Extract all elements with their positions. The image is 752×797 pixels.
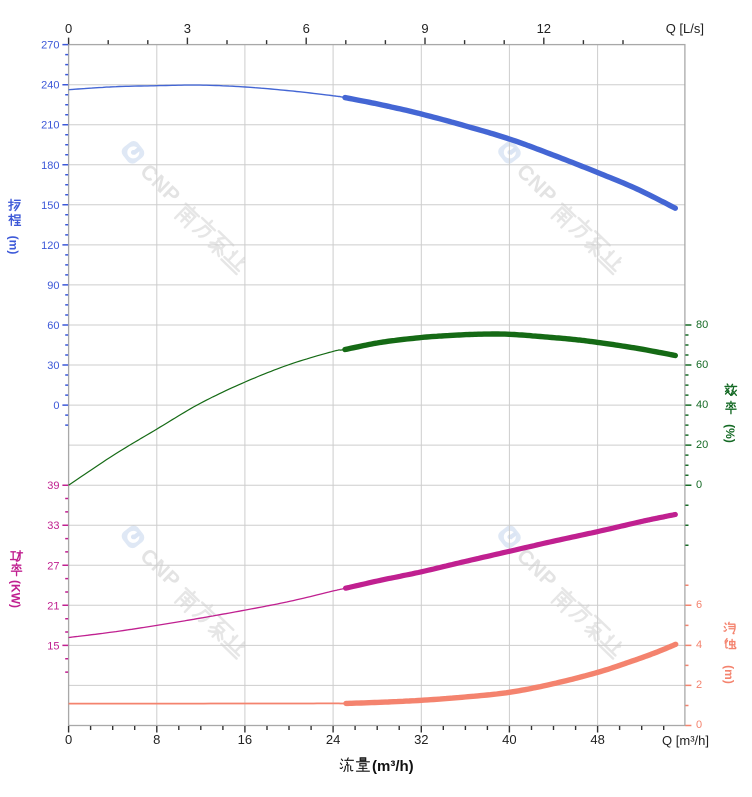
svg-text:16: 16 (238, 732, 252, 747)
svg-text:Q [L/s]: Q [L/s] (666, 21, 704, 36)
svg-text:210: 210 (41, 120, 59, 132)
svg-text:Q [m³/h]: Q [m³/h] (662, 733, 709, 748)
svg-text:6: 6 (303, 21, 310, 36)
svg-text:8: 8 (153, 732, 160, 747)
svg-text:3: 3 (184, 21, 191, 36)
svg-text:40: 40 (502, 732, 516, 747)
svg-text:2: 2 (696, 679, 702, 691)
svg-text:60: 60 (47, 320, 59, 332)
svg-text:60: 60 (696, 359, 708, 371)
svg-text:39: 39 (47, 480, 59, 492)
svg-text:48: 48 (590, 732, 604, 747)
svg-text:270: 270 (41, 40, 59, 52)
svg-text:21: 21 (47, 600, 59, 612)
svg-text:80: 80 (696, 319, 708, 331)
svg-text:150: 150 (41, 200, 59, 212)
svg-text:90: 90 (47, 280, 59, 292)
svg-text:180: 180 (41, 160, 59, 172)
svg-text:(%): (%) (723, 424, 737, 443)
svg-text:6: 6 (696, 599, 702, 611)
svg-text:12: 12 (537, 21, 551, 36)
svg-text:15: 15 (47, 640, 59, 652)
svg-text:0: 0 (53, 400, 59, 412)
svg-text:(m³/h): (m³/h) (372, 758, 414, 775)
svg-text:24: 24 (326, 732, 340, 747)
svg-text:33: 33 (47, 520, 59, 532)
svg-text:(m): (m) (722, 665, 736, 684)
svg-text:0: 0 (65, 21, 72, 36)
svg-text:30: 30 (47, 360, 59, 372)
svg-text:0: 0 (65, 732, 72, 747)
svg-text:27: 27 (47, 560, 59, 572)
svg-text:0: 0 (696, 719, 702, 731)
svg-text:4: 4 (696, 639, 702, 651)
svg-text:40: 40 (696, 399, 708, 411)
svg-text:(KW): (KW) (9, 580, 23, 608)
svg-text:32: 32 (414, 732, 428, 747)
svg-text:(m): (m) (7, 236, 21, 255)
svg-text:240: 240 (41, 80, 59, 92)
svg-text:20: 20 (696, 439, 708, 451)
svg-text:9: 9 (421, 21, 428, 36)
svg-text:120: 120 (41, 240, 59, 252)
svg-text:0: 0 (696, 479, 702, 491)
